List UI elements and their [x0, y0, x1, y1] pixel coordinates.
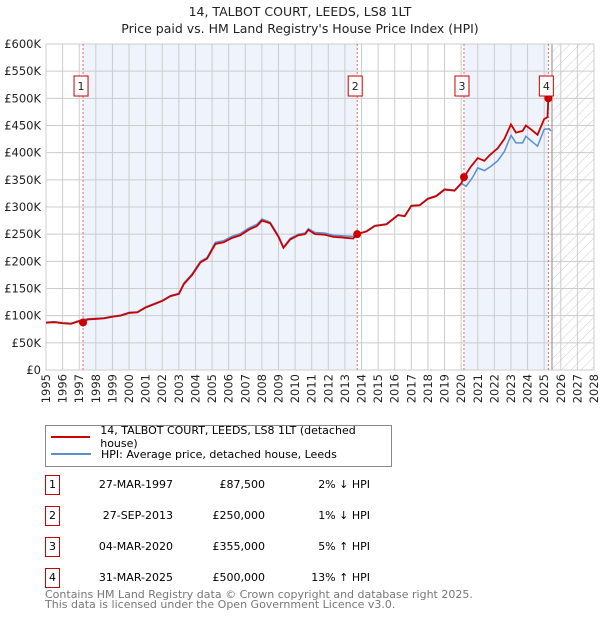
x-tick-label: 2018 — [421, 374, 435, 403]
x-tick-label: 1999 — [105, 374, 119, 403]
y-tick-label: £250K — [4, 227, 41, 241]
x-tick-label: 2002 — [155, 374, 169, 403]
sale-row: 4 31-MAR-2025 £500,000 13% ↑ HPI — [45, 568, 370, 588]
sale-hpi-diff: 5% ↑ HPI — [318, 540, 370, 553]
x-tick-label: 2016 — [388, 374, 402, 403]
x-tick-label: 2027 — [570, 374, 584, 403]
y-tick-label: £350K — [4, 173, 41, 187]
sale-price: £250,000 — [212, 509, 266, 522]
x-tick-label: 2006 — [222, 374, 236, 403]
sale-label-box — [73, 75, 89, 97]
x-tick-label: 2014 — [355, 374, 369, 403]
legend: 14, TALBOT COURT, LEEDS, LS8 1LT (detach… — [45, 424, 392, 467]
property-line-swatch — [51, 436, 91, 438]
sale-label: 1 — [78, 80, 85, 93]
sale-point — [353, 230, 362, 239]
x-tick-label: 2013 — [338, 374, 352, 403]
sale-label-box — [454, 75, 470, 97]
x-tick-label: 2022 — [487, 374, 501, 403]
y-tick-label: £400K — [4, 146, 41, 160]
x-tick-label: 2017 — [404, 374, 418, 403]
sale-label: 2 — [352, 80, 359, 93]
sale-hpi-diff: 2% ↓ HPI — [318, 478, 370, 491]
x-tick-label: 1998 — [89, 374, 103, 403]
hpi-line-swatch — [51, 453, 91, 455]
x-tick-label: 2021 — [471, 374, 485, 403]
x-tick-label: 2005 — [205, 374, 219, 403]
x-tick-label: 2003 — [172, 374, 186, 403]
x-tick-label: 2015 — [371, 374, 385, 403]
x-tick-label: 2010 — [288, 374, 302, 403]
sale-hpi-diff: 13% ↑ HPI — [311, 571, 370, 584]
y-tick-label: £150K — [4, 282, 41, 296]
footer-line2: This data is licensed under the Open Gov… — [45, 598, 396, 611]
sale-label-box — [347, 75, 363, 97]
x-tick-label: 2001 — [139, 374, 153, 403]
sale-label: 3 — [458, 80, 465, 93]
footer-line1: Contains HM Land Registry data © Crown c… — [45, 588, 473, 601]
x-tick-label: 2020 — [454, 374, 468, 403]
legend-property: 14, TALBOT COURT, LEEDS, LS8 1LT (detach… — [100, 424, 356, 450]
y-tick-label: £500K — [4, 91, 41, 105]
chart-subtitle: Price paid vs. HM Land Registry's House … — [121, 21, 479, 36]
sale-number: 2 — [45, 506, 60, 526]
y-tick-label: £550K — [4, 64, 41, 78]
x-tick-label: 2004 — [188, 374, 202, 403]
x-tick-label: 2024 — [521, 374, 535, 403]
sale-hpi-diff: 1% ↓ HPI — [318, 509, 370, 522]
sale-label: 4 — [543, 80, 550, 93]
sale-point — [79, 318, 88, 327]
y-tick-label: £450K — [4, 119, 41, 133]
sale-price: £355,000 — [212, 540, 266, 553]
sale-number: 4 — [45, 568, 60, 588]
sale-row: 2 27-SEP-2013 £250,000 1% ↓ HPI — [45, 506, 370, 526]
y-tick-label: £100K — [4, 309, 41, 323]
x-tick-label: 2007 — [238, 374, 252, 403]
y-tick-label: £200K — [4, 254, 41, 268]
sale-number: 1 — [45, 475, 60, 495]
y-tick-label: £50K — [12, 336, 42, 350]
property-line — [45, 97, 550, 325]
price-chart: 1995 1996 1997 1998 1999 2000 2001 2002 2003 2004… — [4, 37, 600, 403]
x-tick-label: 1996 — [56, 374, 70, 403]
x-tick-label: 2009 — [271, 374, 285, 403]
sale-row: 3 04-MAR-2020 £355,000 5% ↑ HPI — [45, 537, 370, 557]
plot-border — [45, 43, 595, 371]
chart-title: 14, TALBOT COURT, LEEDS, LS8 1LT — [188, 4, 412, 19]
x-tick-label: 2025 — [537, 374, 551, 403]
x-tick-label: 1997 — [72, 374, 86, 403]
x-tick-label: 2023 — [504, 374, 518, 403]
y-tick-label: £300K — [4, 200, 41, 214]
sale-date: 31-MAR-2025 — [98, 571, 173, 584]
x-tick-label: 2011 — [305, 374, 319, 403]
x-tick-label: 1995 — [39, 374, 53, 403]
sale-date: 27-SEP-2013 — [102, 509, 173, 522]
sale-number: 3 — [45, 537, 60, 557]
sale-point — [459, 173, 468, 182]
y-tick-label: £600K — [4, 37, 41, 51]
x-tick-label: 2028 — [587, 374, 600, 403]
sale-price: £500,000 — [212, 571, 266, 584]
sale-label-box — [538, 75, 554, 97]
x-tick-label: 2000 — [122, 374, 136, 403]
footer: Contains HM Land Registry data © Crown c… — [45, 588, 473, 611]
sale-row: 1 27-MAR-1997 £87,500 2% ↓ HPI — [45, 475, 370, 495]
x-tick-label: 2008 — [255, 374, 269, 403]
x-tick-label: 2012 — [321, 374, 335, 403]
legend-hpi: HPI: Average price, detached house, Leed… — [101, 447, 337, 461]
sale-date: 27-MAR-1997 — [98, 478, 173, 491]
sale-price: £87,500 — [219, 478, 266, 491]
sale-date: 04-MAR-2020 — [98, 540, 173, 553]
x-tick-label: 2026 — [554, 374, 568, 403]
y-tick-label: £0 — [26, 363, 41, 377]
x-tick-label: 2019 — [438, 374, 452, 403]
